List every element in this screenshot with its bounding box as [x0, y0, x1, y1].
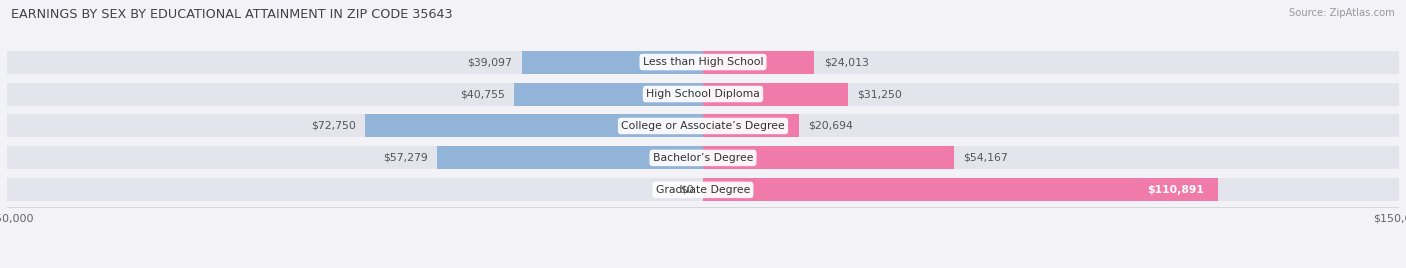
Text: Bachelor’s Degree: Bachelor’s Degree	[652, 153, 754, 163]
Text: $39,097: $39,097	[467, 57, 512, 67]
Bar	[703, 114, 799, 137]
Bar	[703, 146, 955, 169]
Text: EARNINGS BY SEX BY EDUCATIONAL ATTAINMENT IN ZIP CODE 35643: EARNINGS BY SEX BY EDUCATIONAL ATTAINMEN…	[11, 8, 453, 21]
Text: Less than High School: Less than High School	[643, 57, 763, 67]
Bar	[437, 146, 703, 169]
Text: $31,250: $31,250	[858, 89, 903, 99]
Text: Graduate Degree: Graduate Degree	[655, 185, 751, 195]
Bar	[703, 51, 814, 73]
Text: $72,750: $72,750	[311, 121, 356, 131]
Bar	[7, 178, 1399, 201]
Bar	[7, 83, 1399, 106]
Text: $0: $0	[681, 185, 693, 195]
Bar	[7, 51, 1399, 73]
Text: $110,891: $110,891	[1147, 185, 1204, 195]
Bar	[522, 51, 703, 73]
Text: High School Diploma: High School Diploma	[647, 89, 759, 99]
Text: Source: ZipAtlas.com: Source: ZipAtlas.com	[1289, 8, 1395, 18]
Bar	[7, 114, 1399, 137]
Text: $40,755: $40,755	[460, 89, 505, 99]
Bar	[703, 178, 1218, 201]
Bar	[515, 83, 703, 106]
Bar	[703, 83, 848, 106]
Text: $54,167: $54,167	[963, 153, 1008, 163]
Text: $57,279: $57,279	[384, 153, 427, 163]
Bar	[7, 146, 1399, 169]
Text: College or Associate’s Degree: College or Associate’s Degree	[621, 121, 785, 131]
Text: $20,694: $20,694	[808, 121, 853, 131]
Text: $24,013: $24,013	[824, 57, 869, 67]
Bar	[366, 114, 703, 137]
